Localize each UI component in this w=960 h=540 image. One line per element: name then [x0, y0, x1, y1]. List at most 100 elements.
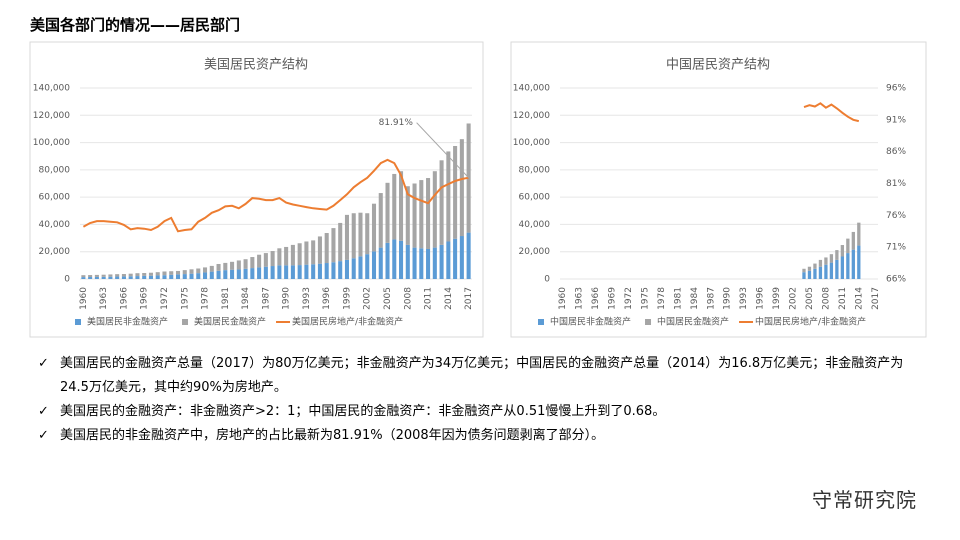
bar	[426, 248, 431, 279]
panel	[29, 41, 484, 338]
x-tick-label: 1981	[221, 287, 231, 310]
line	[82, 158, 469, 233]
x-tick-label: 1996	[322, 287, 332, 310]
bar	[813, 268, 817, 279]
bar	[142, 272, 147, 276]
y-tick-label: 100,000	[33, 138, 70, 148]
bar	[324, 263, 329, 279]
bar	[88, 275, 93, 278]
bar	[426, 178, 431, 249]
bar	[317, 236, 322, 264]
legend-label: 美国居民房地产/非金融资产	[292, 316, 403, 328]
x-tick-label: 1975	[640, 287, 650, 310]
chart-title: 美国居民资产结构	[204, 58, 308, 73]
bar	[270, 266, 275, 279]
bar	[358, 212, 363, 257]
bar	[446, 151, 451, 242]
x-tick-label: 1978	[201, 287, 211, 310]
bar	[344, 214, 349, 260]
x-tick-label: 2017	[464, 287, 474, 310]
legend-swatch	[538, 319, 544, 325]
bar	[311, 264, 316, 279]
bar	[459, 236, 464, 279]
legend-swatch	[75, 319, 81, 325]
bullet: ✓ 美国居民的金融资产总量（2017）为80万亿美元；非金融资产为34万亿美元；中…	[38, 356, 904, 395]
bar	[121, 276, 126, 279]
x-tick-label: 2011	[838, 287, 848, 310]
x-tick-label: 1960	[79, 287, 89, 310]
x-tick-label: 2014	[854, 287, 864, 310]
panel	[510, 41, 927, 338]
y-tick-label: 20,000	[519, 247, 551, 257]
y-tick-label: 140,000	[33, 84, 70, 94]
y-tick-label: 20,000	[39, 247, 71, 257]
bar	[835, 259, 839, 279]
chart-title: 中国居民资产结构	[666, 58, 770, 73]
y2-tick-label: 96%	[886, 84, 906, 94]
x-tick-label: 1993	[302, 287, 312, 310]
bar	[250, 268, 255, 279]
legend-label: 中国居民非金融资产	[550, 316, 631, 328]
bar	[840, 256, 845, 279]
bar	[459, 139, 464, 237]
bar	[94, 276, 99, 279]
bar	[155, 275, 160, 279]
bar	[128, 273, 133, 277]
bar	[175, 270, 181, 275]
x-tick-label: 1999	[772, 287, 782, 310]
y2-tick-label: 91%	[886, 115, 906, 125]
x-tick-label: 1972	[160, 287, 170, 310]
bar	[148, 272, 153, 276]
bar	[338, 222, 343, 262]
y-tick-label: 140,000	[513, 84, 550, 94]
bar	[419, 180, 424, 249]
y2-tick-label: 66%	[886, 275, 906, 285]
x-tick-label: 2005	[805, 287, 815, 310]
bar	[371, 251, 377, 279]
bar	[257, 267, 262, 279]
y-tick-label: 40,000	[519, 220, 551, 230]
bar	[108, 274, 113, 277]
bar	[128, 276, 133, 279]
y2-tick-label: 71%	[886, 243, 906, 253]
bar	[250, 257, 255, 269]
bar	[155, 272, 160, 276]
bar	[290, 244, 295, 266]
y-tick-label: 0	[544, 275, 550, 285]
bar	[284, 246, 289, 266]
bar	[802, 272, 806, 279]
bar	[829, 254, 834, 263]
annotation-leader	[416, 122, 469, 179]
bar	[257, 254, 262, 268]
bar	[802, 268, 806, 273]
bar	[169, 274, 174, 279]
bar	[297, 243, 302, 266]
bar	[209, 271, 214, 279]
x-tick-label: 2005	[383, 287, 393, 310]
bar	[419, 248, 424, 279]
bar	[236, 269, 241, 279]
x-tick-label: 1999	[342, 287, 352, 310]
legend-swatch	[182, 319, 189, 325]
bar	[230, 261, 235, 270]
x-tick-label: 1984	[690, 287, 700, 310]
bar	[378, 247, 383, 279]
bar	[412, 183, 417, 248]
bar	[331, 262, 336, 279]
bar	[385, 182, 390, 243]
bar	[81, 277, 86, 279]
y-tick-label: 60,000	[519, 193, 551, 203]
bar	[365, 254, 370, 279]
x-tick-label: 1987	[706, 287, 716, 310]
bar	[189, 273, 194, 279]
y-tick-label: 120,000	[513, 111, 550, 121]
x-tick-label: 1984	[241, 287, 251, 310]
y-tick-label: 100,000	[513, 138, 550, 148]
bar	[290, 265, 295, 279]
bar	[399, 240, 404, 279]
bar	[818, 266, 823, 279]
bar	[270, 251, 275, 267]
annotation: 81.91%	[379, 118, 414, 128]
bar	[358, 256, 363, 279]
